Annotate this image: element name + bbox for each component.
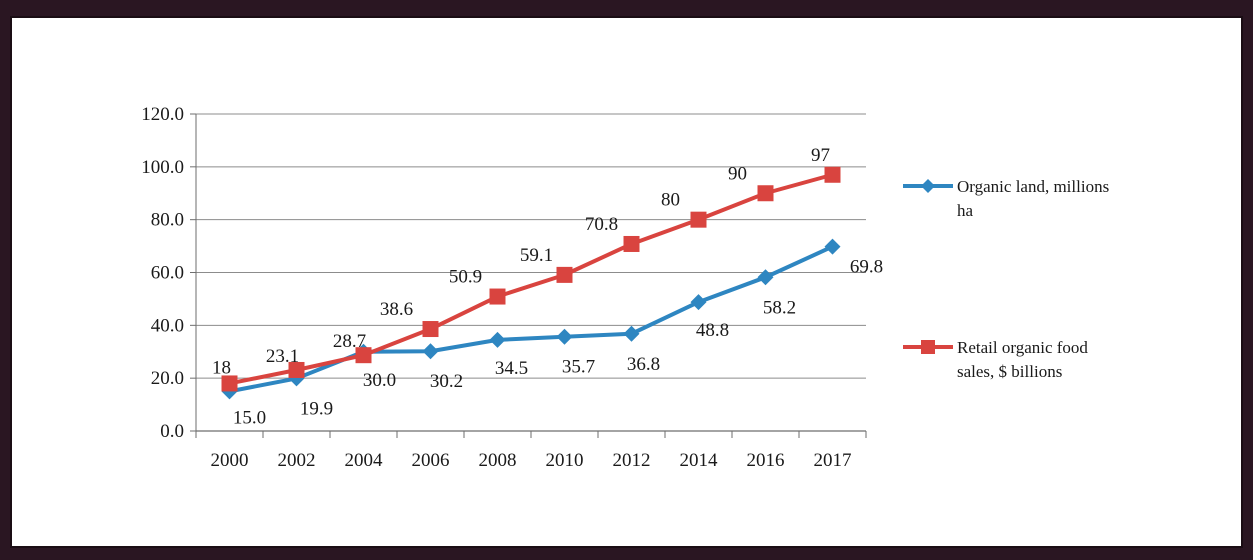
data-label: 90 [728,163,747,184]
data-point [623,325,640,342]
data-label: 38.6 [380,299,413,320]
y-tick-label: 40.0 [151,315,184,336]
data-label: 18 [212,357,231,378]
data-label: 58.2 [763,297,796,318]
chart-frame [10,16,1243,548]
series-line [229,172,834,386]
data-point [690,211,707,228]
data-label: 30.0 [363,370,396,391]
data-label: 23.1 [266,346,299,367]
data-label: 36.8 [627,354,660,375]
x-tick-label: 2017 [814,450,852,471]
data-label: 28.7 [333,331,366,352]
y-tick-label: 60.0 [151,263,184,284]
data-point [757,185,774,202]
data-label: 50.9 [449,267,482,288]
data-point [489,288,506,305]
data-label: 97 [811,145,830,166]
x-tick-label: 2010 [546,450,584,471]
gridlines [196,113,866,379]
data-point [288,361,305,378]
legend-label: Retail organic food [957,338,1088,357]
legend-marker [921,340,935,354]
legend-marker [921,179,935,193]
legend-label: sales, $ billions [957,362,1062,381]
data-label: 80 [661,190,680,211]
x-tick-label: 2008 [479,450,517,471]
x-tick-label: 2016 [747,450,785,471]
x-tick-label: 2012 [613,450,651,471]
data-label: 19.9 [300,398,333,419]
series-lines [221,166,841,400]
x-tick-label: 2004 [345,450,384,471]
data-label: 15.0 [233,407,266,428]
data-point [221,375,238,392]
data-point [824,238,841,255]
data-point [489,331,506,348]
data-point [355,347,372,364]
x-tick-label: 2006 [412,450,450,471]
data-point [824,166,841,183]
data-point [422,343,439,360]
y-tick-label: 100.0 [141,157,184,178]
data-label: 69.8 [850,257,883,278]
data-point [623,235,640,252]
data-point [556,266,573,283]
data-label: 59.1 [520,245,553,266]
series-line [229,244,834,394]
legend: Organic land, millions ha Retail organic f… [903,177,1109,381]
y-tick-label: 80.0 [151,210,184,231]
legend-label: Organic land, millions [957,177,1109,196]
data-point [556,328,573,345]
data-point [690,294,707,311]
data-label: 34.5 [495,358,528,379]
data-label: 30.2 [430,371,463,392]
y-tick-label: 120.0 [141,104,184,125]
data-label: 70.8 [585,214,618,235]
data-label: 48.8 [696,320,729,341]
legend-label: ha [957,201,974,220]
data-point [422,321,439,338]
y-tick-label: 20.0 [151,368,184,389]
axes: 0.0 20.0 40.0 60.0 80.0 100.0 120.0 2000 2002 200… [141,104,867,471]
data-label: 35.7 [562,357,595,378]
data-labels: 15.0 19.9 30.0 30.2 34.5 35.7 36.8 48.8 58.2 69.8… [212,145,883,429]
x-tick-label: 2000 [211,450,249,471]
x-tick-label: 2014 [680,450,719,471]
data-point [757,269,774,286]
y-tick-label: 0.0 [160,421,184,442]
x-tick-label: 2002 [278,450,316,471]
